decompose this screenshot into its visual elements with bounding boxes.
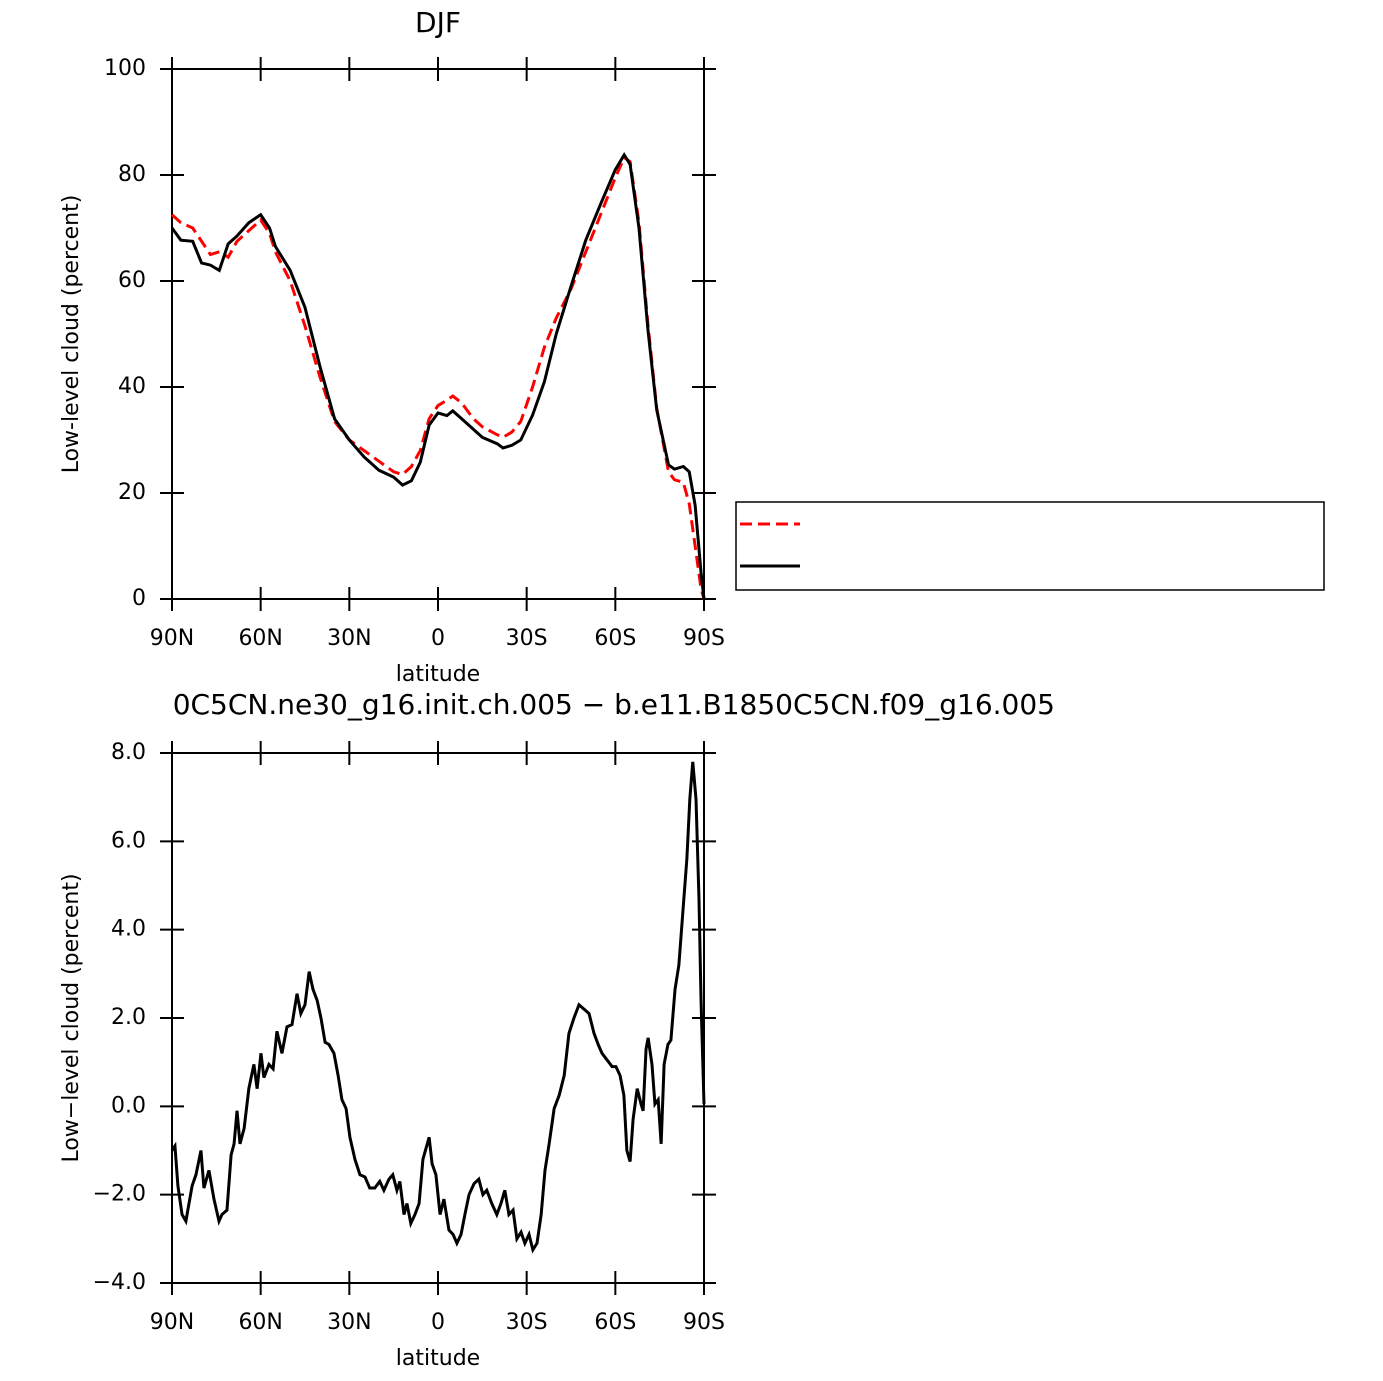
y-tick-label: 20 bbox=[118, 480, 146, 505]
x-tick-label: 0 bbox=[431, 626, 445, 651]
y-axis-label: Low−level cloud (percent) bbox=[59, 873, 84, 1162]
y-tick-label: −4.0 bbox=[93, 1270, 146, 1295]
chart-title: DJF bbox=[415, 6, 461, 39]
x-tick-label: 90S bbox=[683, 626, 725, 651]
y-tick-label: 100 bbox=[104, 56, 146, 81]
x-tick-label: 60S bbox=[594, 626, 636, 651]
x-tick-label: 60N bbox=[238, 626, 282, 651]
y-tick-label: 0.0 bbox=[111, 1093, 146, 1118]
y-axis-label: Low-level cloud (percent) bbox=[59, 195, 84, 474]
legend-box bbox=[735, 501, 1325, 591]
chart-title: 0C5CN.ne30_g16.init.ch.005 − b.e11.B1850… bbox=[173, 688, 1055, 721]
y-tick-label: 2.0 bbox=[111, 1005, 146, 1030]
data-line bbox=[170, 761, 706, 1254]
x-tick-label: 90S bbox=[683, 1310, 725, 1335]
data-line bbox=[170, 151, 706, 600]
y-tick-label: 4.0 bbox=[111, 917, 146, 942]
x-axis-label: latitude bbox=[396, 662, 480, 687]
y-tick-label: −2.0 bbox=[93, 1182, 146, 1207]
x-tick-label: 30S bbox=[506, 1310, 548, 1335]
data-line bbox=[170, 155, 706, 600]
plot-frame bbox=[171, 68, 705, 600]
y-tick-label: 6.0 bbox=[111, 828, 146, 853]
x-tick-label: 60S bbox=[594, 1310, 636, 1335]
x-tick-label: 0 bbox=[431, 1310, 445, 1335]
x-tick-label: 90N bbox=[150, 626, 194, 651]
x-tick-label: 60N bbox=[238, 1310, 282, 1335]
y-tick-label: 8.0 bbox=[111, 740, 146, 765]
y-tick-label: 0 bbox=[132, 586, 146, 611]
x-tick-label: 30N bbox=[327, 626, 371, 651]
x-tick-label: 90N bbox=[150, 1310, 194, 1335]
y-tick-label: 60 bbox=[118, 268, 146, 293]
x-axis-label: latitude bbox=[396, 1346, 480, 1371]
y-tick-label: 80 bbox=[118, 162, 146, 187]
y-tick-label: 40 bbox=[118, 374, 146, 399]
x-tick-label: 30S bbox=[506, 626, 548, 651]
x-tick-label: 30N bbox=[327, 1310, 371, 1335]
